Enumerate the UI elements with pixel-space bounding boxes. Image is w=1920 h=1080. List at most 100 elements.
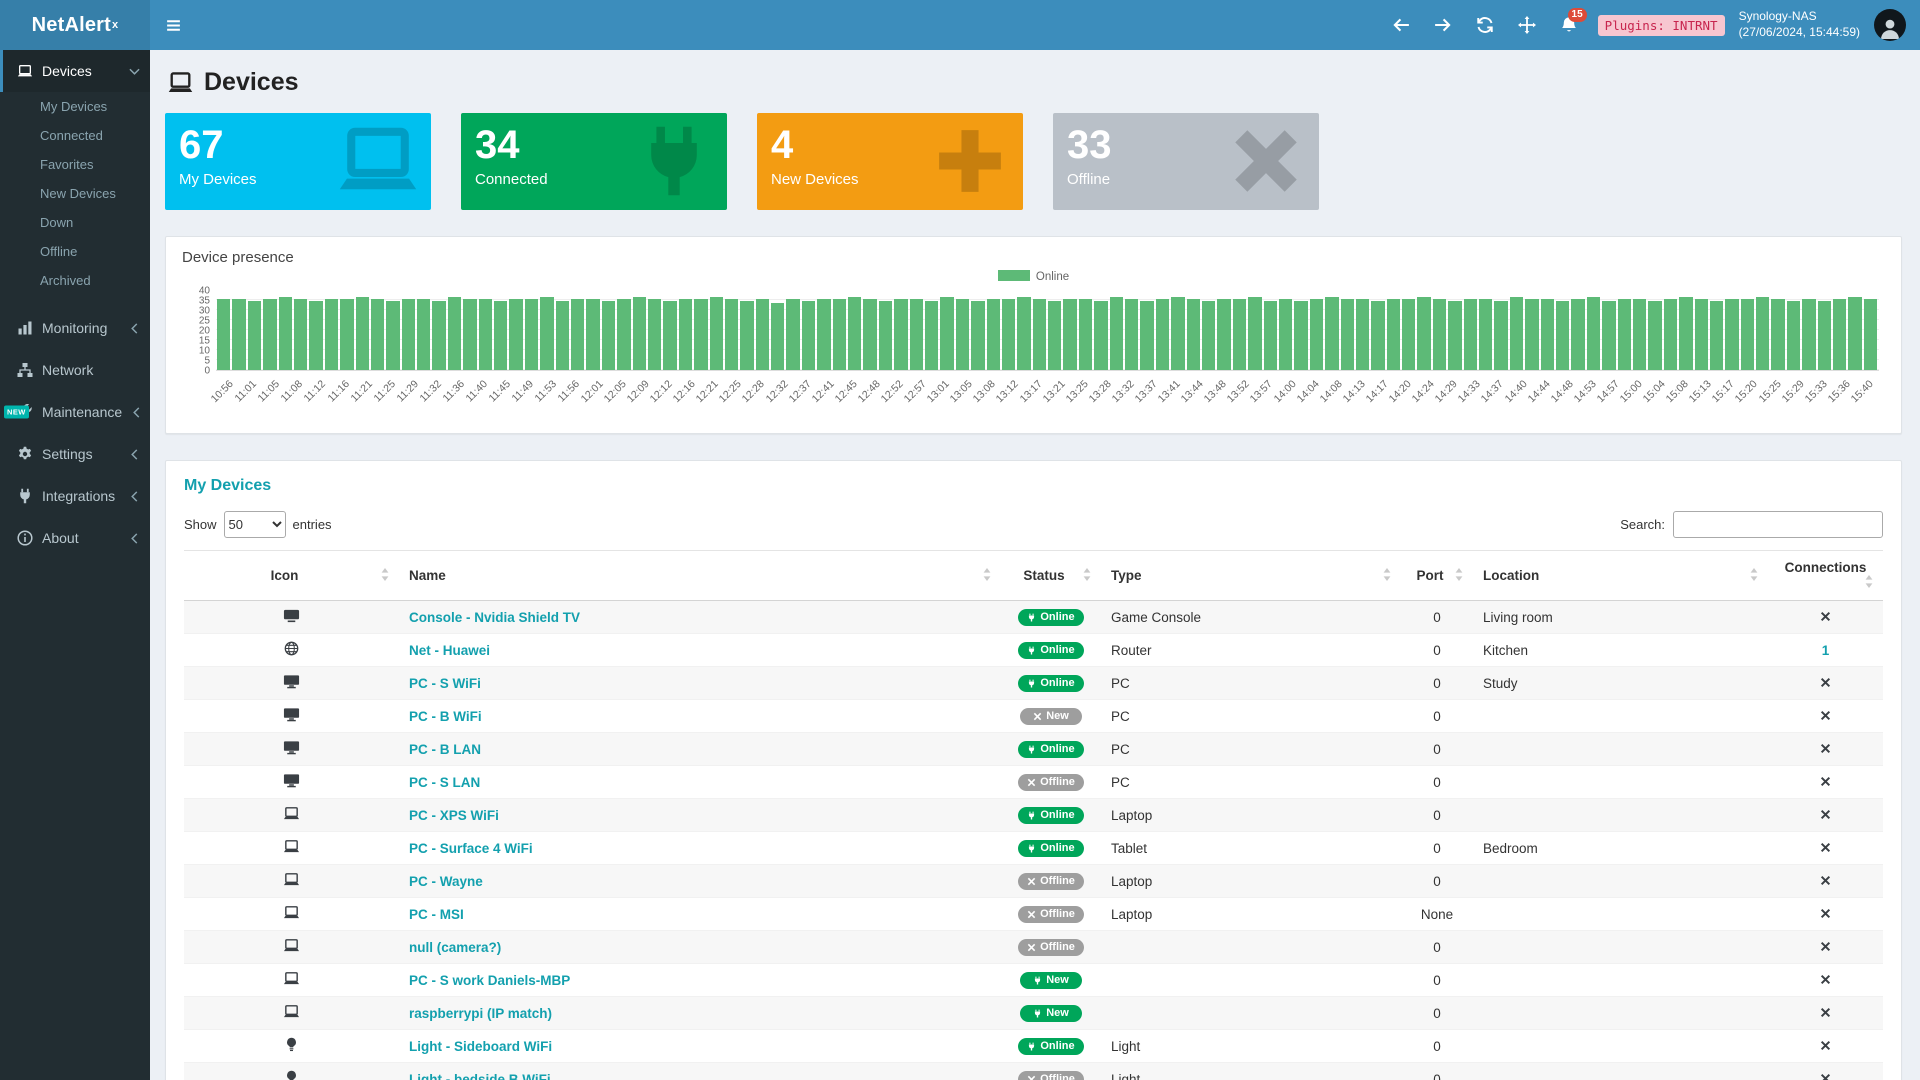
sidebar-item-settings[interactable]: Settings [0,433,150,475]
no-connections-x-icon[interactable] [1820,743,1831,754]
sidebar-item-integrations[interactable]: Integrations [0,475,150,517]
device-port: 0 [1401,1062,1473,1080]
no-connections-x-icon[interactable] [1820,1073,1831,1080]
sort-icon [983,567,991,584]
sidebar-item-my-devices[interactable]: My Devices [40,99,108,114]
status-text: New [1046,1007,1069,1019]
summary-box-new-devices[interactable]: 4 New Devices [757,113,1023,210]
devices-table-body: Console - Nvidia Shield TV Online Game Con… [184,600,1883,1080]
status-badge: Online [1018,839,1084,857]
device-type: PC [1101,732,1401,766]
sidebar-item-about[interactable]: About [0,517,150,559]
device-link[interactable]: Net - Huawei [409,642,491,658]
sidebar-item-devices[interactable]: Devices [0,50,150,92]
sidebar-item-network[interactable]: Network [0,349,150,391]
chart-bar [801,300,816,370]
x-icon [1223,123,1309,204]
no-connections-x-icon[interactable] [1820,875,1831,886]
device-link[interactable]: raspberrypi (IP match) [409,1005,553,1021]
no-connections-x-icon[interactable] [1820,677,1831,688]
no-connections-x-icon[interactable] [1820,776,1831,787]
device-link[interactable]: PC - S WiFi [409,675,481,691]
column-header-status[interactable]: Status [1001,550,1101,601]
desktop-icon [283,773,300,788]
column-header-type[interactable]: Type [1101,550,1401,601]
sidebar-item-favorites[interactable]: Favorites [40,157,94,172]
hamburger-menu-icon[interactable] [150,0,197,50]
device-link[interactable]: PC - B WiFi [409,708,482,724]
sidebar-item-monitoring[interactable]: Monitoring [0,307,150,349]
device-link[interactable]: Light - Sideboard WiFi [409,1038,553,1054]
page-title-text: Devices [204,68,299,96]
chart-bar [1694,298,1708,370]
app-logo[interactable]: NetAlert x [0,0,150,50]
device-location [1473,864,1768,898]
chart-bar [940,296,954,370]
column-header-port[interactable]: Port [1401,550,1473,601]
no-connections-x-icon[interactable] [1820,611,1831,622]
device-link[interactable]: PC - B LAN [409,741,481,757]
notifications-bell-icon[interactable]: 15 [1548,0,1590,50]
device-link[interactable]: PC - S LAN [409,774,481,790]
device-link[interactable]: PC - Wayne [409,873,483,889]
chart-bar [524,298,539,370]
no-connections-x-icon[interactable] [1820,1007,1831,1018]
summary-value: 67 [179,123,224,167]
sidebar-item-maintenance[interactable]: NEW Maintenance [0,391,150,433]
chart-legend[interactable]: Online [182,270,1885,283]
user-avatar[interactable] [1874,9,1906,41]
refresh-icon[interactable] [1464,0,1506,50]
device-type: Light [1101,1062,1401,1080]
device-link[interactable]: Light - bedside B WiFi [409,1071,551,1080]
no-connections-x-icon[interactable] [1820,941,1831,952]
sidebar-item-new-devices[interactable]: New Devices [40,186,116,201]
device-link[interactable]: PC - MSI [409,906,464,922]
sidebar-item-offline[interactable]: Offline [40,244,78,259]
connections-count-link[interactable]: 1 [1821,642,1830,658]
column-header-connections[interactable]: Connections [1768,550,1883,601]
device-link[interactable]: null (camera?) [409,939,502,955]
column-header-name[interactable]: Name [399,550,1001,601]
chart-bar [309,300,323,370]
nav-forward-icon[interactable] [1422,0,1464,50]
device-type: Laptop [1101,864,1401,898]
chart-bar [1509,296,1524,370]
table-row: PC - MSI Offline Laptop None [184,897,1883,931]
search-input[interactable] [1673,511,1883,538]
no-connections-x-icon[interactable] [1820,710,1831,721]
chart-bar [355,296,369,370]
no-connections-x-icon[interactable] [1820,1040,1831,1051]
no-connections-x-icon[interactable] [1820,908,1831,919]
chart-bar [1186,298,1200,370]
y-tick-label: 5 [204,355,210,367]
plugins-status-link[interactable]: Plugins: INTRNT [1597,14,1725,36]
move-arrows-icon[interactable] [1506,0,1548,50]
sidebar-item-down[interactable]: Down [40,215,74,230]
no-connections-x-icon[interactable] [1820,809,1831,820]
chart-bars: 40 35 30 25 20 15 10 5 0 [199,286,1879,377]
globe-icon [283,641,300,656]
device-link[interactable]: PC - S work Daniels-MBP [409,972,571,988]
summary-box-connected[interactable]: 34 Connected [461,113,727,210]
device-link[interactable]: PC - XPS WiFi [409,807,499,823]
summary-box-my-devices[interactable]: 67 My Devices [165,113,431,210]
chart-bar [709,296,723,370]
y-tick-label: 20 [198,325,210,337]
no-connections-x-icon[interactable] [1820,842,1831,853]
device-link[interactable]: Console - Nvidia Shield TV [409,609,581,625]
sidebar-item-connected[interactable]: Connected [40,128,103,143]
device-link[interactable]: PC - Surface 4 WiFi [409,840,533,856]
no-connections-x-icon[interactable] [1820,974,1831,985]
page-size-select[interactable]: 50 [223,511,286,538]
table-row: null (camera?) Offline 0 [184,930,1883,964]
laptop-icon [283,839,300,854]
device-type [1101,930,1401,964]
chart-bar [1340,298,1354,370]
nav-back-icon[interactable] [1380,0,1422,50]
chart-bar [1125,298,1139,370]
sidebar-item-archived[interactable]: Archived [40,273,91,288]
bar-chart-icon [17,320,33,336]
column-header-icon[interactable]: Icon [184,550,399,601]
summary-box-offline[interactable]: 33 Offline [1053,113,1319,210]
column-header-location[interactable]: Location [1473,550,1768,601]
